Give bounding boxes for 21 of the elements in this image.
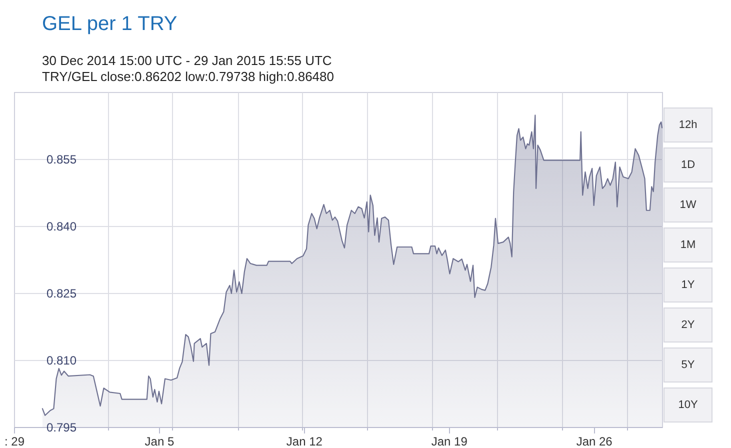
x-tick-label: Jan 26: [576, 434, 613, 448]
text: 12h: [678, 119, 698, 131]
x-tick-label: Jan 12: [286, 434, 323, 448]
text: 5Y: [681, 359, 696, 371]
x-tick-label: : 29: [4, 434, 25, 448]
chart-title: GEL per 1 TRY: [42, 13, 178, 35]
y-tick-label: 0.855: [46, 152, 77, 166]
text: 10Y: [678, 399, 698, 411]
text: 1D: [680, 159, 696, 171]
y-tick-label: 0.825: [46, 286, 77, 300]
text: 1W: [680, 199, 697, 211]
text: 2Y: [681, 319, 696, 331]
x-tick-label: Jan 5: [144, 434, 174, 448]
chart-subtitle: 30 Dec 2014 15:00 UTC - 29 Jan 2015 15:55 UTC: [42, 53, 332, 68]
text: TRY/GEL close:0.86202 low:0.79738 high:0.86480: [42, 69, 334, 84]
text: 1Y: [681, 279, 696, 291]
text: 1M: [680, 239, 696, 251]
y-tick-label: 0.840: [46, 220, 77, 234]
y-tick-label: 0.810: [46, 354, 77, 368]
x-tick-label: Jan 19: [431, 434, 468, 448]
y-tick-label: 0.795: [46, 420, 77, 434]
